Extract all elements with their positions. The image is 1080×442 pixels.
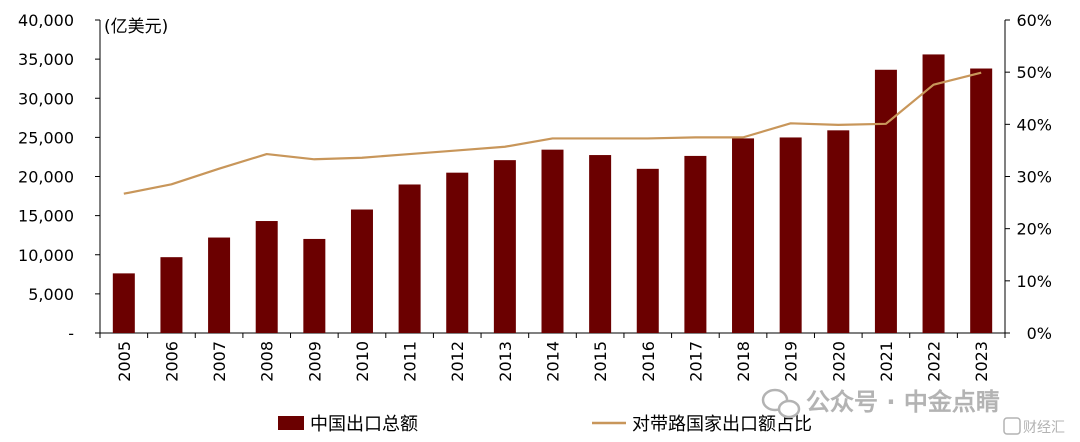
line-series xyxy=(123,71,982,195)
bar xyxy=(874,69,897,333)
y-left-tick-label: 30,000 xyxy=(18,89,74,108)
bar xyxy=(255,221,278,333)
y-left-tick-label: 10,000 xyxy=(18,246,74,265)
bar xyxy=(398,184,421,333)
x-tick-label: 2008 xyxy=(258,341,277,382)
y-left-tick-label: 40,000 xyxy=(18,11,74,30)
x-tick-label: 2014 xyxy=(544,341,563,382)
y-left-tick-label: 35,000 xyxy=(18,50,74,69)
x-tick-label: 2016 xyxy=(639,341,658,382)
bar xyxy=(112,273,135,333)
bar xyxy=(541,149,564,333)
y-right-tick-label: 30% xyxy=(1016,168,1052,187)
watermark-text: 公众号 · 中金点睛 xyxy=(806,388,1000,416)
y-right-tick-label: 50% xyxy=(1016,63,1052,82)
x-tick-label: 2021 xyxy=(877,341,896,382)
x-axis: 2005 2006 2007 2008 2009 2010 2011 2012 2013 2014… xyxy=(99,333,1006,382)
x-tick-label: 2007 xyxy=(210,341,229,382)
x-tick-label: 2006 xyxy=(162,341,181,382)
y-right-tick-label: 40% xyxy=(1016,115,1052,134)
y-right-axis: 0% 10% 20% 30% 40% 50% 60% xyxy=(1005,11,1052,343)
watermark: 公众号 · 中金点睛 财经汇 xyxy=(761,388,1065,436)
x-tick-label: 2020 xyxy=(829,341,848,382)
bar xyxy=(922,54,945,334)
bar xyxy=(970,68,993,333)
x-tick-label: 2010 xyxy=(353,341,372,382)
y-left-tick-label: - xyxy=(68,324,74,343)
bar xyxy=(779,137,802,333)
wechat-icon xyxy=(761,388,801,419)
y-left-unit-label: (亿美元) xyxy=(104,17,168,37)
x-tick-label: 2015 xyxy=(591,341,610,382)
y-right-tick-label: 10% xyxy=(1016,272,1052,291)
legend-bar-label: 中国出口总额 xyxy=(310,414,418,435)
x-tick-label: 2017 xyxy=(686,341,705,382)
bar xyxy=(160,257,183,333)
x-tick-label: 2013 xyxy=(496,341,515,382)
bar xyxy=(732,138,755,333)
bar xyxy=(350,209,373,333)
y-left-tick-label: 5,000 xyxy=(28,285,74,304)
legend: 中国出口总额 对带路国家出口额占比 xyxy=(278,414,812,435)
y-left-tick-label: 15,000 xyxy=(18,207,74,226)
x-tick-label: 2018 xyxy=(734,341,753,382)
corner-watermark-text: 财经汇 xyxy=(1023,420,1065,436)
x-tick-label: 2019 xyxy=(782,341,801,382)
x-tick-label: 2012 xyxy=(448,341,467,382)
x-tick-label: 2009 xyxy=(305,341,324,382)
bar xyxy=(636,168,659,333)
y-right-tick-label: 0% xyxy=(1027,324,1052,343)
bar-series xyxy=(112,54,993,334)
legend-bar-swatch xyxy=(278,416,304,430)
y-right-tick-label: 20% xyxy=(1016,220,1052,239)
bar xyxy=(208,237,231,333)
x-tick-label: 2011 xyxy=(401,341,420,382)
x-tick-label: 2023 xyxy=(972,341,991,382)
legend-line-label: 对带路国家出口额占比 xyxy=(632,414,812,435)
share-line xyxy=(123,71,982,195)
corner-logo-icon xyxy=(1003,417,1021,435)
y-left-tick-label: 20,000 xyxy=(18,168,74,187)
bar xyxy=(303,238,326,333)
bar xyxy=(589,155,612,333)
bar xyxy=(446,172,469,333)
y-left-axis: - 5,000 10,000 15,000 20,000 25,000 30,000 35,0… xyxy=(18,11,100,343)
y-left-tick-label: 25,000 xyxy=(18,128,74,147)
y-right-tick-label: 60% xyxy=(1016,11,1052,30)
x-tick-label: 2022 xyxy=(925,341,944,382)
bar xyxy=(827,130,850,333)
x-tick-label: 2005 xyxy=(115,341,134,382)
bar xyxy=(684,155,707,333)
bar xyxy=(493,160,516,333)
